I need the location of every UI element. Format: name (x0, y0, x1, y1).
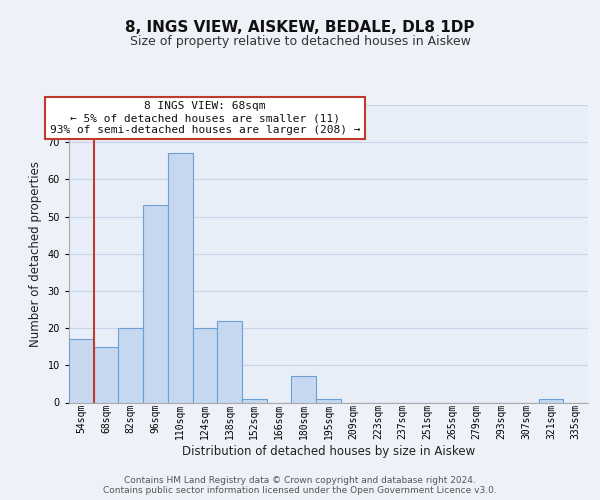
Bar (143, 206, 168, 402)
Text: 8, INGS VIEW, AISKEW, BEDALE, DL8 1DP: 8, INGS VIEW, AISKEW, BEDALE, DL8 1DP (125, 20, 475, 35)
Bar (292, 376, 316, 402)
Bar (217, 320, 242, 402)
Bar (193, 328, 217, 402)
Bar (242, 399, 267, 402)
Bar (69, 340, 94, 402)
Text: 8 INGS VIEW: 68sqm
← 5% of detached houses are smaller (11)
93% of semi-detached: 8 INGS VIEW: 68sqm ← 5% of detached hous… (50, 102, 360, 134)
Bar (94, 346, 118, 403)
Text: Contains HM Land Registry data © Crown copyright and database right 2024.: Contains HM Land Registry data © Crown c… (124, 476, 476, 485)
X-axis label: Distribution of detached houses by size in Aiskew: Distribution of detached houses by size … (182, 444, 475, 458)
Bar (118, 328, 143, 402)
Bar (539, 399, 563, 402)
Bar (316, 399, 341, 402)
Text: Size of property relative to detached houses in Aiskew: Size of property relative to detached ho… (130, 35, 470, 48)
Text: Contains public sector information licensed under the Open Government Licence v3: Contains public sector information licen… (103, 486, 497, 495)
Y-axis label: Number of detached properties: Number of detached properties (29, 161, 42, 347)
Bar (168, 154, 193, 402)
